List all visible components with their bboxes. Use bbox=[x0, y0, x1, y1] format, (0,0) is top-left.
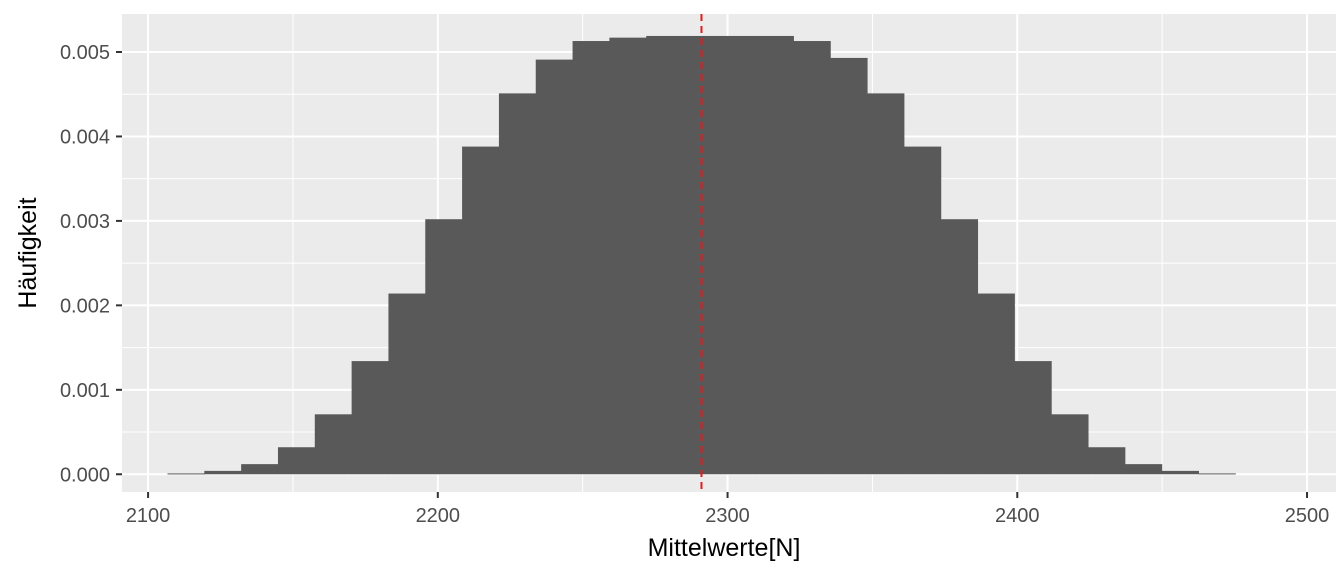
y-tick-label: 0.001 bbox=[60, 380, 110, 402]
x-tick-label: 2500 bbox=[1285, 505, 1330, 527]
histogram-bar bbox=[167, 473, 205, 475]
histogram-bar bbox=[1124, 464, 1163, 475]
x-tick-label: 2300 bbox=[705, 505, 750, 527]
histogram-bar bbox=[719, 35, 758, 475]
y-tick-label: 0.002 bbox=[60, 295, 110, 317]
histogram-bar bbox=[1198, 473, 1236, 475]
histogram-bar bbox=[1088, 447, 1126, 475]
histogram-bar bbox=[867, 93, 905, 475]
histogram-bar bbox=[1014, 361, 1052, 475]
histogram-bar bbox=[314, 414, 353, 475]
histogram-bar bbox=[572, 41, 610, 475]
y-tick-label: 0.000 bbox=[60, 464, 110, 486]
y-axis: 0.000 0.001 0.002 0.003 0.004 0.005 bbox=[60, 42, 122, 486]
y-tick-label: 0.003 bbox=[60, 211, 110, 233]
x-tick-label: 2400 bbox=[995, 505, 1040, 527]
x-tick-label: 2100 bbox=[126, 505, 171, 527]
histogram-bar bbox=[609, 37, 647, 475]
y-tick-label: 0.004 bbox=[60, 126, 110, 148]
histogram-bar bbox=[498, 93, 537, 475]
histogram-bar bbox=[425, 219, 463, 475]
histogram-bars bbox=[167, 35, 1236, 475]
histogram-bar bbox=[756, 35, 794, 475]
histogram-bar bbox=[204, 470, 242, 475]
histogram-bar bbox=[535, 59, 573, 475]
histogram-bar bbox=[462, 146, 500, 475]
histogram-bar bbox=[940, 219, 979, 475]
histogram-bar bbox=[1161, 470, 1200, 475]
histogram-bar bbox=[646, 35, 684, 475]
x-axis-title: Mittelwerte[N] bbox=[648, 534, 801, 562]
histogram-bar bbox=[388, 293, 426, 475]
x-tick-label: 2200 bbox=[416, 505, 461, 527]
histogram-bar bbox=[1051, 414, 1089, 475]
histogram-bar bbox=[277, 447, 316, 475]
histogram-bar bbox=[241, 464, 279, 475]
histogram-bar bbox=[830, 57, 868, 475]
y-tick-label: 0.005 bbox=[60, 42, 110, 64]
y-axis-title: Häufigkeit bbox=[14, 197, 42, 308]
histogram-bar bbox=[977, 293, 1015, 475]
histogram-bar bbox=[904, 146, 942, 475]
histogram-bar bbox=[793, 41, 831, 475]
x-axis: 2100 2200 2300 2400 2500 bbox=[126, 492, 1329, 527]
histogram-bar bbox=[351, 361, 389, 475]
